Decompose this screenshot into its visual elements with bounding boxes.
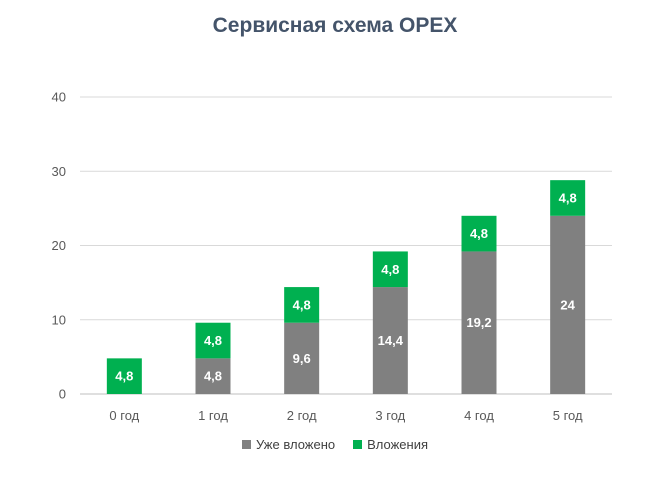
x-tick-label: 4 год [464, 408, 494, 423]
data-label: 24 [560, 297, 575, 312]
y-tick-label: 10 [52, 312, 66, 327]
data-label: 4,8 [559, 190, 577, 205]
data-label: 9,6 [293, 351, 311, 366]
chart-title: Сервисная схема OPEX [212, 14, 458, 37]
bar-already-invested [461, 251, 497, 394]
data-label: 19,2 [466, 315, 491, 330]
y-tick-label: 30 [52, 164, 66, 179]
bar-already-invested [372, 287, 408, 394]
legend-item-already-invested: Уже вложено [241, 437, 336, 452]
x-tick-label: 5 год [553, 408, 583, 423]
bar-investments [106, 358, 142, 394]
legend-item-investments: Вложения [353, 437, 428, 452]
legend-swatch-already-invested [241, 440, 251, 449]
bar-investments [284, 287, 320, 323]
legend-label-investments: Вложения [367, 437, 429, 452]
x-tick-label: 2 год [287, 408, 317, 423]
data-label: 14,4 [378, 333, 404, 348]
x-tick-label: 0 год [109, 408, 139, 423]
data-label: 4,8 [204, 333, 222, 348]
data-label: 4,8 [204, 369, 222, 384]
bar-investments [550, 180, 586, 216]
bar-already-invested [284, 322, 320, 394]
x-tick-label: 1 год [198, 408, 228, 423]
legend-swatch-investments [353, 440, 363, 449]
bar-investments [372, 251, 408, 288]
bar-investments [461, 215, 497, 252]
data-label: 4,8 [293, 297, 311, 312]
bar-already-invested [195, 358, 231, 394]
bar-already-invested [550, 215, 586, 394]
x-tick-label: 3 год [375, 408, 405, 423]
bar-investments [195, 322, 231, 359]
data-label: 4,8 [381, 262, 399, 277]
data-label: 4,8 [470, 226, 488, 241]
y-tick-label: 40 [52, 90, 66, 105]
legend-label-already-invested: Уже вложено [255, 437, 336, 452]
y-tick-label: 20 [52, 238, 66, 253]
data-label: 4,8 [115, 369, 133, 384]
y-tick-label: 0 [59, 387, 66, 402]
chart-legend: Уже вложено Вложения [0, 437, 670, 452]
